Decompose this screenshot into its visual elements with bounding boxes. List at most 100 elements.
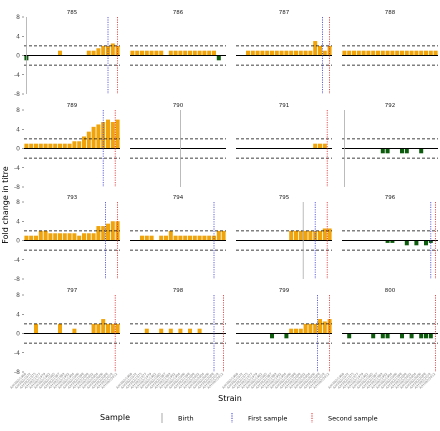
bar xyxy=(110,323,115,334)
panel-strip-label: 796 xyxy=(385,195,396,201)
bar xyxy=(428,240,433,243)
y-tick-label: -4 xyxy=(14,72,20,79)
panel-788: 788 xyxy=(342,10,438,66)
bar xyxy=(154,50,159,56)
panel-792: 792 xyxy=(342,103,438,187)
bar xyxy=(34,235,38,241)
bar xyxy=(202,50,207,56)
bar xyxy=(96,323,101,334)
bar xyxy=(106,223,110,241)
bar xyxy=(197,235,202,241)
y-tick-label: 8 xyxy=(16,292,20,299)
bar xyxy=(284,333,289,339)
bar xyxy=(168,230,173,241)
bar xyxy=(115,119,120,149)
bar xyxy=(303,50,308,56)
bar xyxy=(342,50,347,56)
bar xyxy=(414,50,419,56)
bar xyxy=(250,50,255,56)
y-axis-ticks: -8 -4 0 4 8 -8 -4 0 4 8 -8 -4 0 4 8 -8 -4 0 4 8 xyxy=(14,14,24,376)
bar xyxy=(178,328,183,334)
bar xyxy=(270,50,274,56)
bar xyxy=(318,319,322,334)
y-tick-label: -8 xyxy=(14,369,20,376)
bar xyxy=(260,50,265,56)
bar xyxy=(202,235,207,241)
bar xyxy=(188,235,192,241)
bar xyxy=(82,233,86,241)
bar xyxy=(58,143,62,149)
bar xyxy=(77,141,82,149)
bar xyxy=(284,50,289,56)
y-tick-label: -4 xyxy=(14,257,20,264)
bar xyxy=(130,50,135,56)
bar xyxy=(34,143,38,149)
bar xyxy=(424,50,428,56)
bar xyxy=(322,143,327,149)
bar xyxy=(53,143,58,149)
bar xyxy=(140,50,144,56)
panel-793: 793 xyxy=(24,195,120,279)
bar xyxy=(318,45,322,56)
bar xyxy=(188,50,192,56)
bar xyxy=(308,50,313,56)
bar xyxy=(192,50,197,56)
bar xyxy=(322,321,327,334)
y-tick-label: 8 xyxy=(16,199,20,206)
panel-strip-label: 799 xyxy=(279,288,290,294)
bar xyxy=(106,323,110,334)
bar xyxy=(371,50,376,56)
bar xyxy=(385,50,390,56)
y-tick-label: 0 xyxy=(16,331,20,338)
bar xyxy=(110,221,115,241)
bar xyxy=(313,41,318,56)
bar xyxy=(298,230,303,241)
bar xyxy=(62,233,67,241)
bar xyxy=(82,136,86,149)
bar xyxy=(110,122,115,149)
bar xyxy=(313,323,318,334)
bar xyxy=(409,333,414,339)
bar xyxy=(327,228,332,241)
bar xyxy=(289,230,294,241)
y-tick-label: -8 xyxy=(14,91,20,98)
bar xyxy=(303,323,308,334)
panel-strip-label: 793 xyxy=(67,195,78,201)
bar xyxy=(216,55,221,61)
bar xyxy=(380,333,385,339)
bar xyxy=(270,333,274,339)
bar xyxy=(72,328,77,334)
bar xyxy=(313,143,318,149)
bar xyxy=(400,333,404,339)
legend-title: Sample xyxy=(100,413,130,422)
bar xyxy=(303,230,308,241)
panel-strip-label: 798 xyxy=(173,288,184,294)
bar xyxy=(356,50,361,56)
bar xyxy=(168,328,173,334)
legend-label-birth: Birth xyxy=(178,415,194,423)
bar xyxy=(164,235,168,241)
bar xyxy=(279,50,284,56)
bar xyxy=(140,235,144,241)
bar xyxy=(48,233,53,241)
y-tick-label: 4 xyxy=(16,218,20,225)
legend: Sample Birth First sample Second sample xyxy=(100,413,378,423)
bar xyxy=(58,233,62,241)
bar xyxy=(86,131,91,149)
bar xyxy=(144,235,149,241)
panel-strip-label: 797 xyxy=(67,288,78,294)
bar xyxy=(43,230,48,241)
bar xyxy=(77,235,82,241)
bar xyxy=(419,333,424,339)
panel-strip-label: 800 xyxy=(385,288,396,294)
y-tick-label: 8 xyxy=(16,107,20,114)
bar xyxy=(207,50,212,56)
bar xyxy=(67,143,72,149)
bar xyxy=(86,50,91,56)
bar xyxy=(106,119,110,149)
bar xyxy=(91,126,96,149)
panel-785: 785 xyxy=(24,10,120,94)
y-tick-label: -8 xyxy=(14,184,20,191)
panel-strip-label: 785 xyxy=(67,10,78,16)
